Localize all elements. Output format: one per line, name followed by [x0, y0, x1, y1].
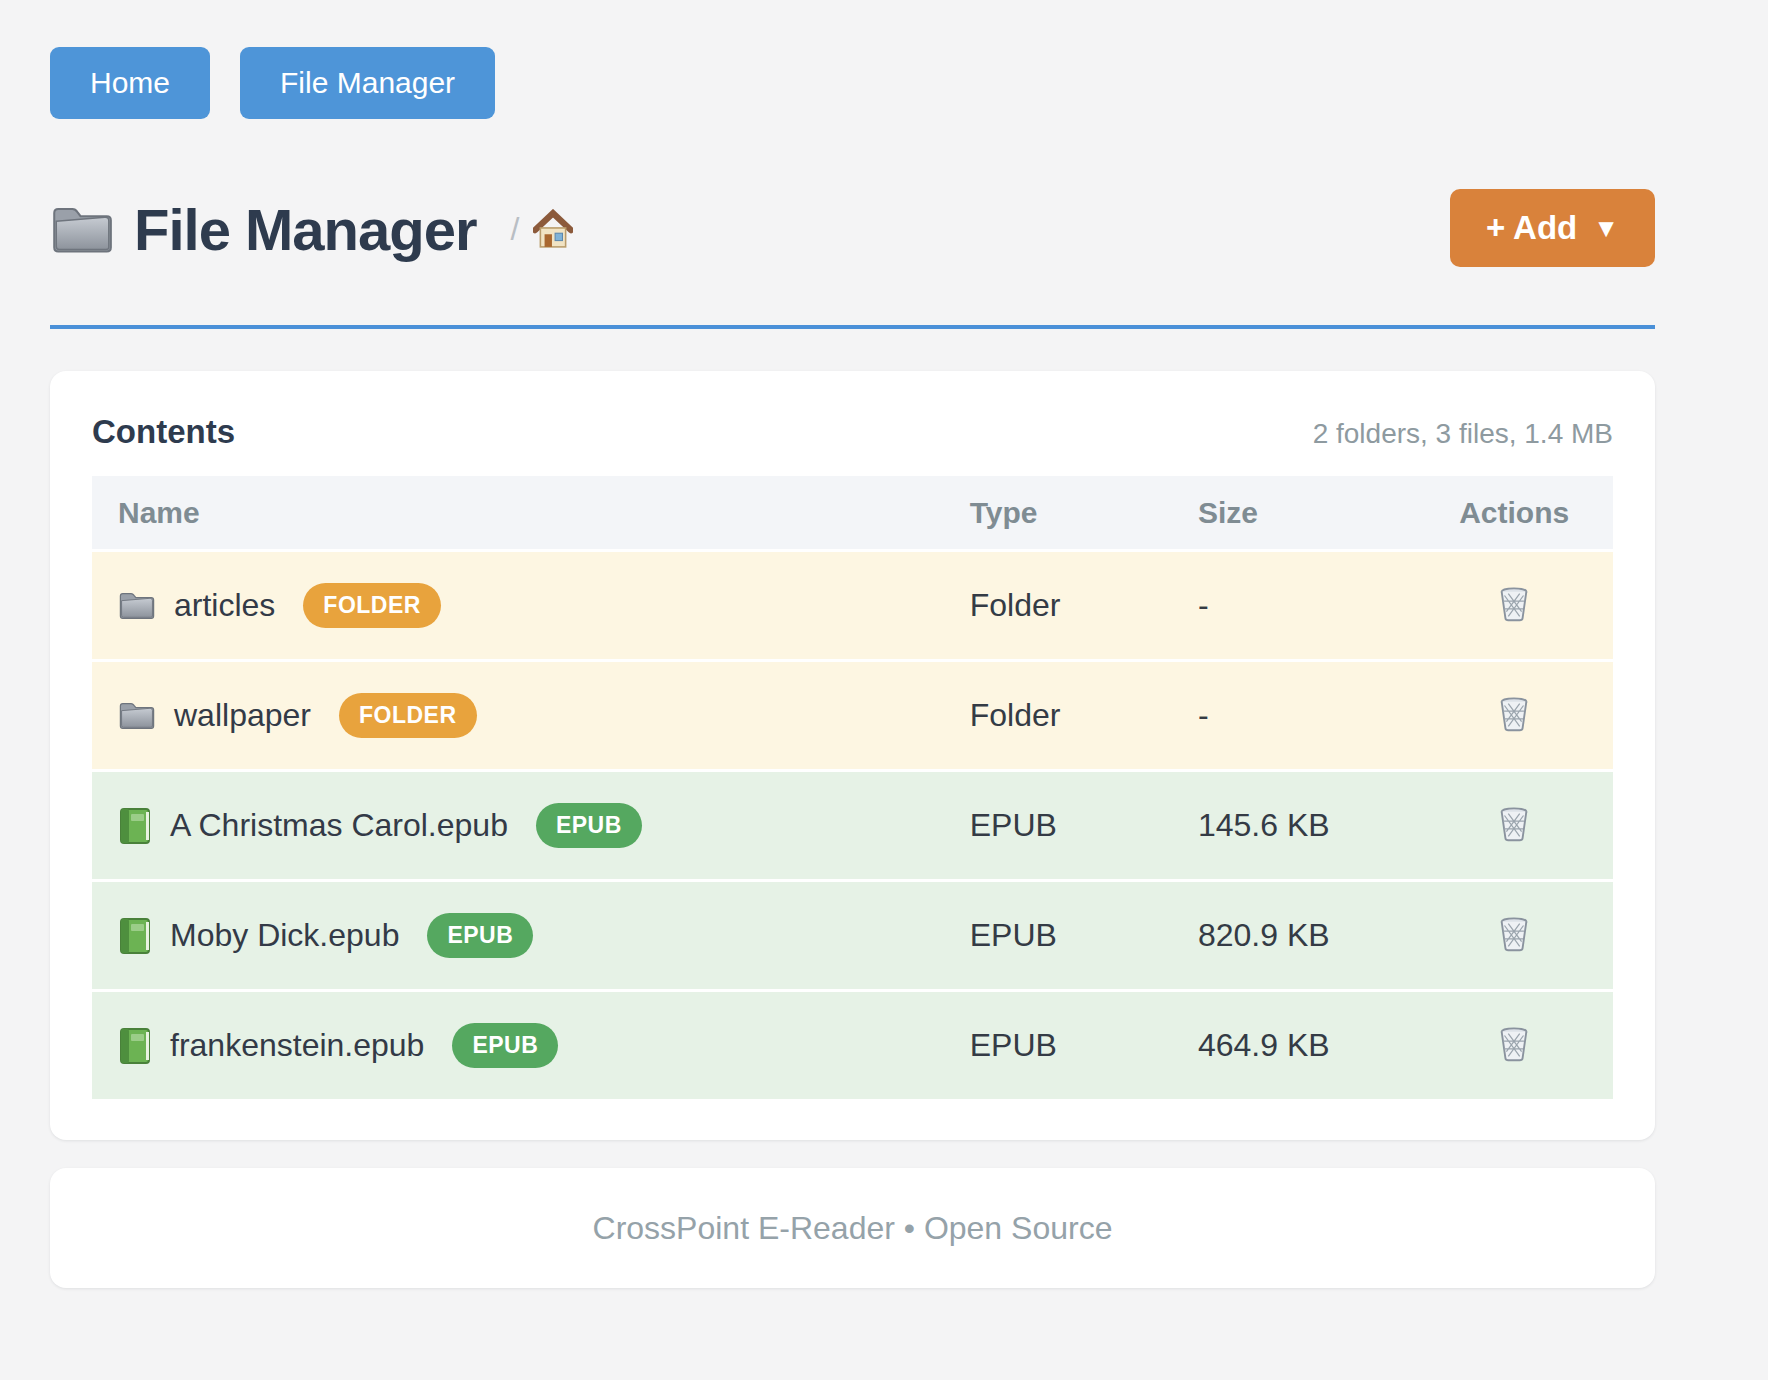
file-type: EPUB [944, 772, 1172, 879]
contents-summary: 2 folders, 3 files, 1.4 MB [1313, 418, 1613, 450]
trash-icon [1496, 1026, 1532, 1064]
trash-icon [1496, 696, 1532, 734]
home-nav-button[interactable]: Home [50, 47, 210, 119]
trash-icon [1496, 806, 1532, 844]
file-size: - [1172, 662, 1415, 769]
table-header-row: Name Type Size Actions [92, 476, 1613, 549]
green-book-icon [118, 807, 152, 845]
folder-icon [118, 589, 156, 623]
page-title: File Manager [134, 196, 477, 263]
file-name[interactable]: wallpaper [174, 697, 311, 734]
file-manager-page: Home File Manager File Manager / + Add ▼… [50, 0, 1655, 1288]
folder-badge: FOLDER [303, 583, 441, 628]
table-row-wallpaper[interactable]: wallpaper FOLDER Folder - [92, 662, 1613, 769]
file-name[interactable]: Moby Dick.epub [170, 917, 399, 954]
epub-badge: EPUB [427, 913, 533, 958]
file-manager-nav-button[interactable]: File Manager [240, 47, 495, 119]
page-header: File Manager / + Add ▼ [50, 189, 1655, 269]
table-row-frankenstein[interactable]: frankenstein.epub EPUB EPUB 464.9 KB [92, 992, 1613, 1099]
column-header-type: Type [944, 476, 1172, 549]
green-book-icon [118, 1027, 152, 1065]
column-header-name: Name [92, 476, 944, 549]
delete-button[interactable] [1490, 1020, 1538, 1070]
folder-badge: FOLDER [339, 693, 477, 738]
green-book-icon [118, 917, 152, 955]
file-type: EPUB [944, 992, 1172, 1099]
folder-icon [118, 699, 156, 733]
home-icon[interactable] [533, 209, 573, 249]
trash-icon [1496, 916, 1532, 954]
epub-badge: EPUB [536, 803, 642, 848]
breadcrumb: / [511, 209, 574, 249]
contents-card-header: Contents 2 folders, 3 files, 1.4 MB [92, 413, 1613, 451]
epub-badge: EPUB [452, 1023, 558, 1068]
header-divider [50, 325, 1655, 329]
file-table: Name Type Size Actions articles FOLDER F… [92, 473, 1613, 1102]
file-name[interactable]: articles [174, 587, 275, 624]
file-size: 145.6 KB [1172, 772, 1415, 879]
file-size: - [1172, 552, 1415, 659]
folder-icon [50, 203, 112, 255]
table-row-moby-dick[interactable]: Moby Dick.epub EPUB EPUB 820.9 KB [92, 882, 1613, 989]
column-header-actions: Actions [1415, 476, 1613, 549]
file-type: Folder [944, 662, 1172, 769]
footer-text: CrossPoint E-Reader • Open Source [593, 1210, 1113, 1247]
file-type: EPUB [944, 882, 1172, 989]
delete-button[interactable] [1490, 910, 1538, 960]
footer-card: CrossPoint E-Reader • Open Source [50, 1168, 1655, 1288]
contents-card: Contents 2 folders, 3 files, 1.4 MB Name… [50, 371, 1655, 1140]
file-size: 464.9 KB [1172, 992, 1415, 1099]
column-header-size: Size [1172, 476, 1415, 549]
delete-button[interactable] [1490, 800, 1538, 850]
chevron-down-icon: ▼ [1593, 213, 1619, 244]
contents-title: Contents [92, 413, 235, 451]
file-type: Folder [944, 552, 1172, 659]
table-row-articles[interactable]: articles FOLDER Folder - [92, 552, 1613, 659]
add-button[interactable]: + Add ▼ [1450, 189, 1655, 267]
table-row-christmas-carol[interactable]: A Christmas Carol.epub EPUB EPUB 145.6 K… [92, 772, 1613, 879]
file-size: 820.9 KB [1172, 882, 1415, 989]
file-name[interactable]: A Christmas Carol.epub [170, 807, 508, 844]
trash-icon [1496, 586, 1532, 624]
delete-button[interactable] [1490, 690, 1538, 740]
delete-button[interactable] [1490, 580, 1538, 630]
breadcrumb-separator: / [511, 211, 520, 248]
file-name[interactable]: frankenstein.epub [170, 1027, 424, 1064]
add-button-label: + Add [1486, 209, 1577, 247]
top-nav: Home File Manager [50, 47, 1655, 119]
